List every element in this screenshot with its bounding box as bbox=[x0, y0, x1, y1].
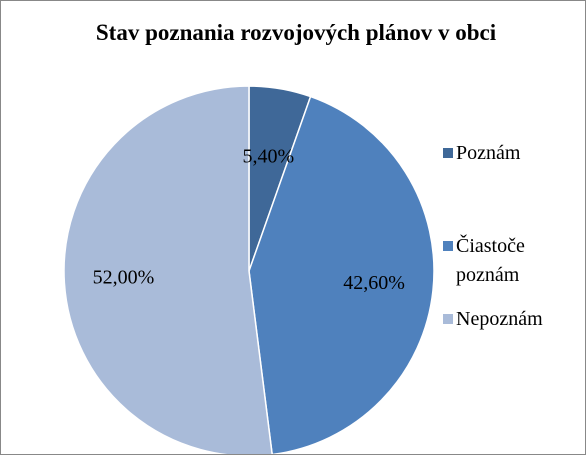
chart-title: Stav poznania rozvojových plánov v obci bbox=[95, 20, 497, 45]
legend-item: Čiastoče poznám bbox=[441, 232, 571, 290]
legend-swatch bbox=[443, 241, 453, 251]
data-label: 42,60% bbox=[343, 272, 405, 294]
legend-label: Čiastoče poznám bbox=[456, 235, 525, 286]
pie-slice bbox=[63, 85, 273, 454]
legend-label: Nepoznám bbox=[456, 308, 543, 330]
legend-item: Poznám bbox=[441, 139, 571, 168]
pie-slice bbox=[248, 95, 435, 454]
legend-swatch bbox=[443, 314, 453, 324]
legend-swatch bbox=[443, 148, 453, 158]
legend-label: Poznám bbox=[456, 142, 521, 164]
data-label: 52,00% bbox=[93, 266, 155, 288]
legend-item: Nepoznám bbox=[441, 305, 571, 334]
data-label: 5,40% bbox=[243, 146, 295, 168]
